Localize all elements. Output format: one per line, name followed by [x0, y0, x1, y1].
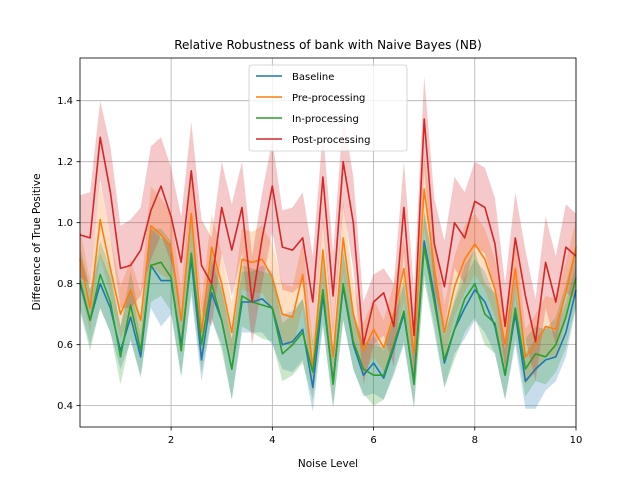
legend-box — [248, 64, 408, 152]
y-axis-label: Difference of True Positive — [31, 173, 43, 310]
legend: Baseline Pre-processing In-processing Post-… — [248, 64, 408, 152]
legend-label-in-processing: In-processing — [292, 114, 359, 125]
x-tick-label: 8 — [472, 435, 478, 446]
pre-processing-line — [79, 188, 577, 370]
x-tick-label: 6 — [370, 435, 376, 446]
y-tick-label: 0.6 — [57, 340, 73, 351]
plot-frame — [79, 57, 577, 428]
x-tick-label: 4 — [269, 435, 275, 446]
legend-label-pre-processing: Pre-processing — [292, 93, 365, 104]
post-processing-line — [79, 118, 577, 346]
y-tick-label: 0.8 — [57, 279, 73, 290]
y-axis: 0.4 0.6 0.8 1.0 1.2 1.4 — [57, 96, 80, 412]
y-tick-label: 1.2 — [57, 157, 73, 168]
chart-title: Relative Robustness of bank with Naive B… — [174, 38, 482, 52]
legend-label-baseline: Baseline — [292, 72, 334, 83]
x-tick-label: 2 — [168, 435, 174, 446]
legend-label-post-processing: Post-processing — [292, 135, 370, 146]
in-processing-line — [79, 246, 577, 386]
x-axis: 2 4 6 8 10 — [168, 427, 582, 446]
y-tick-label: 1.4 — [57, 96, 73, 107]
y-tick-label: 1.0 — [57, 218, 73, 229]
series-lines — [79, 118, 577, 389]
x-tick-label: 10 — [570, 435, 583, 446]
y-tick-label: 0.4 — [57, 401, 73, 412]
x-axis-label: Noise Level — [298, 458, 358, 470]
